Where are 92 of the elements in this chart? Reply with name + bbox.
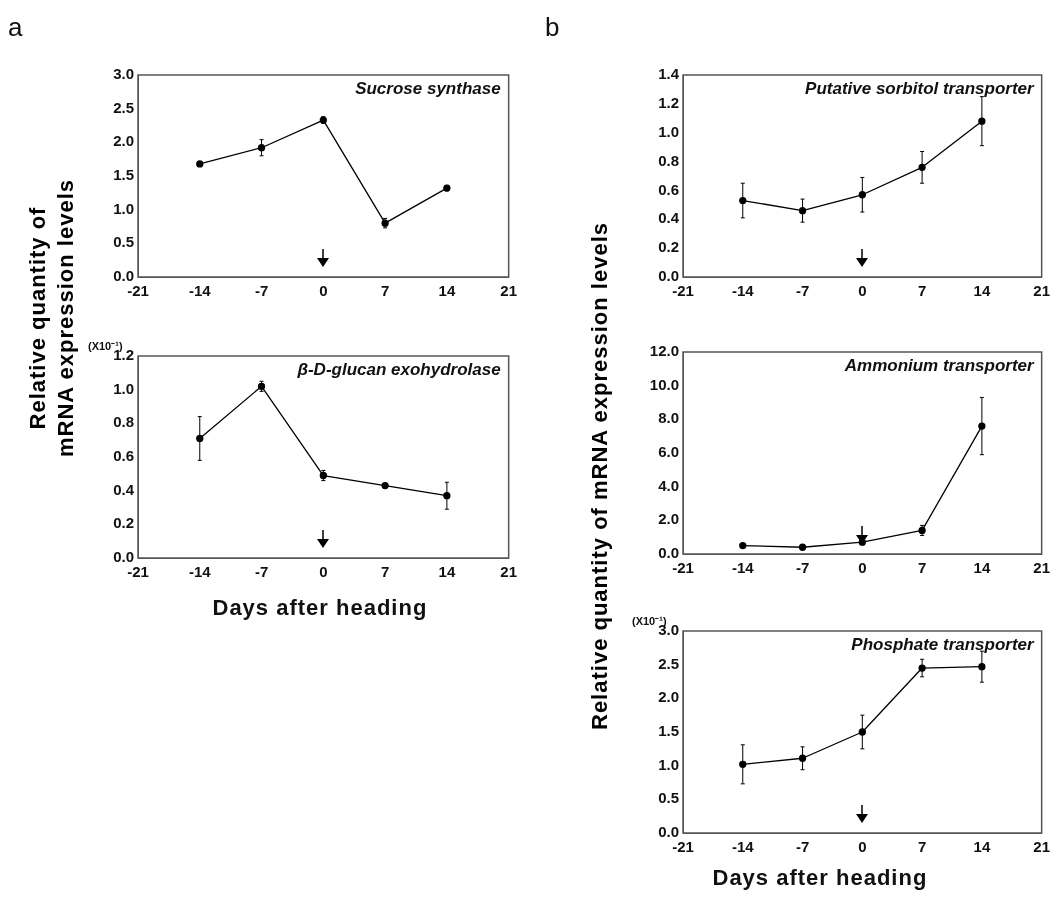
x-tick-label: 14 [438, 282, 456, 300]
y-tick-label: 0.0 [658, 267, 679, 285]
y-tick-label: 2.5 [113, 98, 134, 116]
x-tick-label: 7 [380, 282, 390, 300]
x-tick-label: -21 [672, 838, 694, 856]
point [381, 481, 389, 490]
x-tick-label: -21 [672, 559, 694, 577]
y-tick-label: 1.0 [113, 379, 134, 397]
x-axis-title: Days after heading [212, 595, 428, 621]
x-tick-label: -21 [127, 563, 149, 581]
y-tick-label: 0.5 [658, 789, 679, 807]
point [739, 760, 747, 768]
x-tick-label: 0 [319, 282, 328, 300]
x-tick-label: -14 [731, 838, 755, 856]
y-tick-label: 0.8 [113, 413, 134, 431]
point [858, 191, 866, 199]
y-tick-label: 3.0 [113, 65, 134, 83]
y-tick-label: 6.0 [658, 443, 679, 461]
y-tick-label: 12.0 [649, 342, 679, 360]
y-tick-label: 0.5 [113, 233, 134, 251]
y-tick-label: 1.0 [658, 122, 679, 140]
y-tick-label: 2.0 [658, 510, 679, 528]
x-tick-label: -14 [731, 559, 755, 577]
y-tick-label: 0.8 [658, 151, 679, 169]
point [739, 541, 747, 550]
x-tick-label: 0 [319, 563, 328, 581]
x-tick-label: -21 [672, 282, 694, 300]
y-tick-label: 1.0 [658, 755, 679, 773]
chart-title: Phosphate transporter [851, 635, 1036, 655]
x-tick-label: -14 [188, 282, 212, 300]
x-tick-label: 0 [858, 838, 867, 856]
y-tick-label: 0.6 [658, 180, 679, 198]
x-tick-label: -14 [188, 563, 212, 581]
y-tick-label: 10.0 [649, 375, 679, 393]
y-tick-label: 0.4 [113, 480, 135, 498]
x-tick-label: -7 [795, 559, 810, 577]
point [798, 543, 807, 551]
y-tick-label: 4.0 [658, 476, 679, 494]
x-tick-label: 14 [973, 282, 991, 300]
y-tick-label: 2.5 [658, 654, 679, 672]
x-tick-label: 7 [917, 838, 927, 856]
x-tick-label: 7 [380, 563, 390, 581]
chart-title: Putative sorbitol transporter [805, 79, 1036, 99]
x-tick-label: 21 [1033, 559, 1050, 577]
y-tick-label: 0.0 [113, 267, 134, 285]
y-axis-title: Relative quantity of mRNA expression levels [24, 178, 79, 459]
x-tick-label: 21 [500, 282, 517, 300]
y-tick-label: 1.2 [658, 94, 679, 111]
x-axis-title: Days after heading [712, 865, 928, 891]
y-axis-title: Relative quantity of mRNA expression levels [586, 221, 613, 732]
text: (X10⁻¹) [88, 339, 123, 352]
point [739, 196, 747, 205]
x-tick-label: 14 [973, 559, 991, 577]
text: a [8, 12, 23, 43]
x-tick-label: -14 [731, 282, 755, 300]
x-tick-label: 7 [917, 282, 927, 300]
x-tick-label: 7 [917, 559, 927, 577]
chart-title: Ammonium transporter [843, 356, 1036, 376]
point [257, 144, 266, 152]
x-tick-label: 21 [1033, 282, 1050, 300]
y-tick-label: 0.0 [113, 548, 134, 566]
x-tick-label: 0 [858, 282, 867, 300]
x-tick-label: 14 [438, 563, 456, 581]
point [798, 206, 807, 215]
x-tick-label: 21 [500, 563, 517, 581]
x-tick-label: -7 [254, 282, 269, 300]
chart-title: Sucrose synthase [355, 79, 501, 99]
x-tick-label: 14 [973, 838, 991, 856]
chart-title: β-D-glucan exohydrolase [296, 360, 501, 380]
y-tick-label: 0.4 [658, 209, 680, 227]
x-tick-label: -7 [795, 282, 810, 300]
point [196, 160, 204, 168]
y-tick-label: 0.0 [658, 823, 679, 841]
text: b [545, 12, 560, 43]
y-tick-label: 0.2 [113, 514, 134, 532]
point [858, 728, 866, 736]
y-tick-label: 1.5 [658, 722, 679, 740]
y-tick-label: 2.0 [658, 688, 679, 706]
y-tick-label: 0.2 [658, 238, 679, 256]
x-tick-label: 0 [858, 559, 867, 577]
y-tick-label: 8.0 [658, 409, 679, 427]
y-tick-label: 0.6 [113, 447, 134, 465]
x-tick-label: -7 [254, 563, 269, 581]
y-tick-label: 2.0 [113, 132, 134, 150]
y-tick-label: 1.5 [113, 166, 134, 184]
y-tick-label: 1.0 [113, 199, 134, 217]
y-tick-label: 0.0 [658, 544, 679, 562]
x-tick-label: 21 [1033, 838, 1050, 856]
text: (X10⁻¹) [632, 614, 667, 627]
y-tick-label: 1.4 [658, 65, 680, 83]
x-tick-label: -7 [795, 838, 810, 856]
x-tick-label: -21 [127, 282, 149, 300]
